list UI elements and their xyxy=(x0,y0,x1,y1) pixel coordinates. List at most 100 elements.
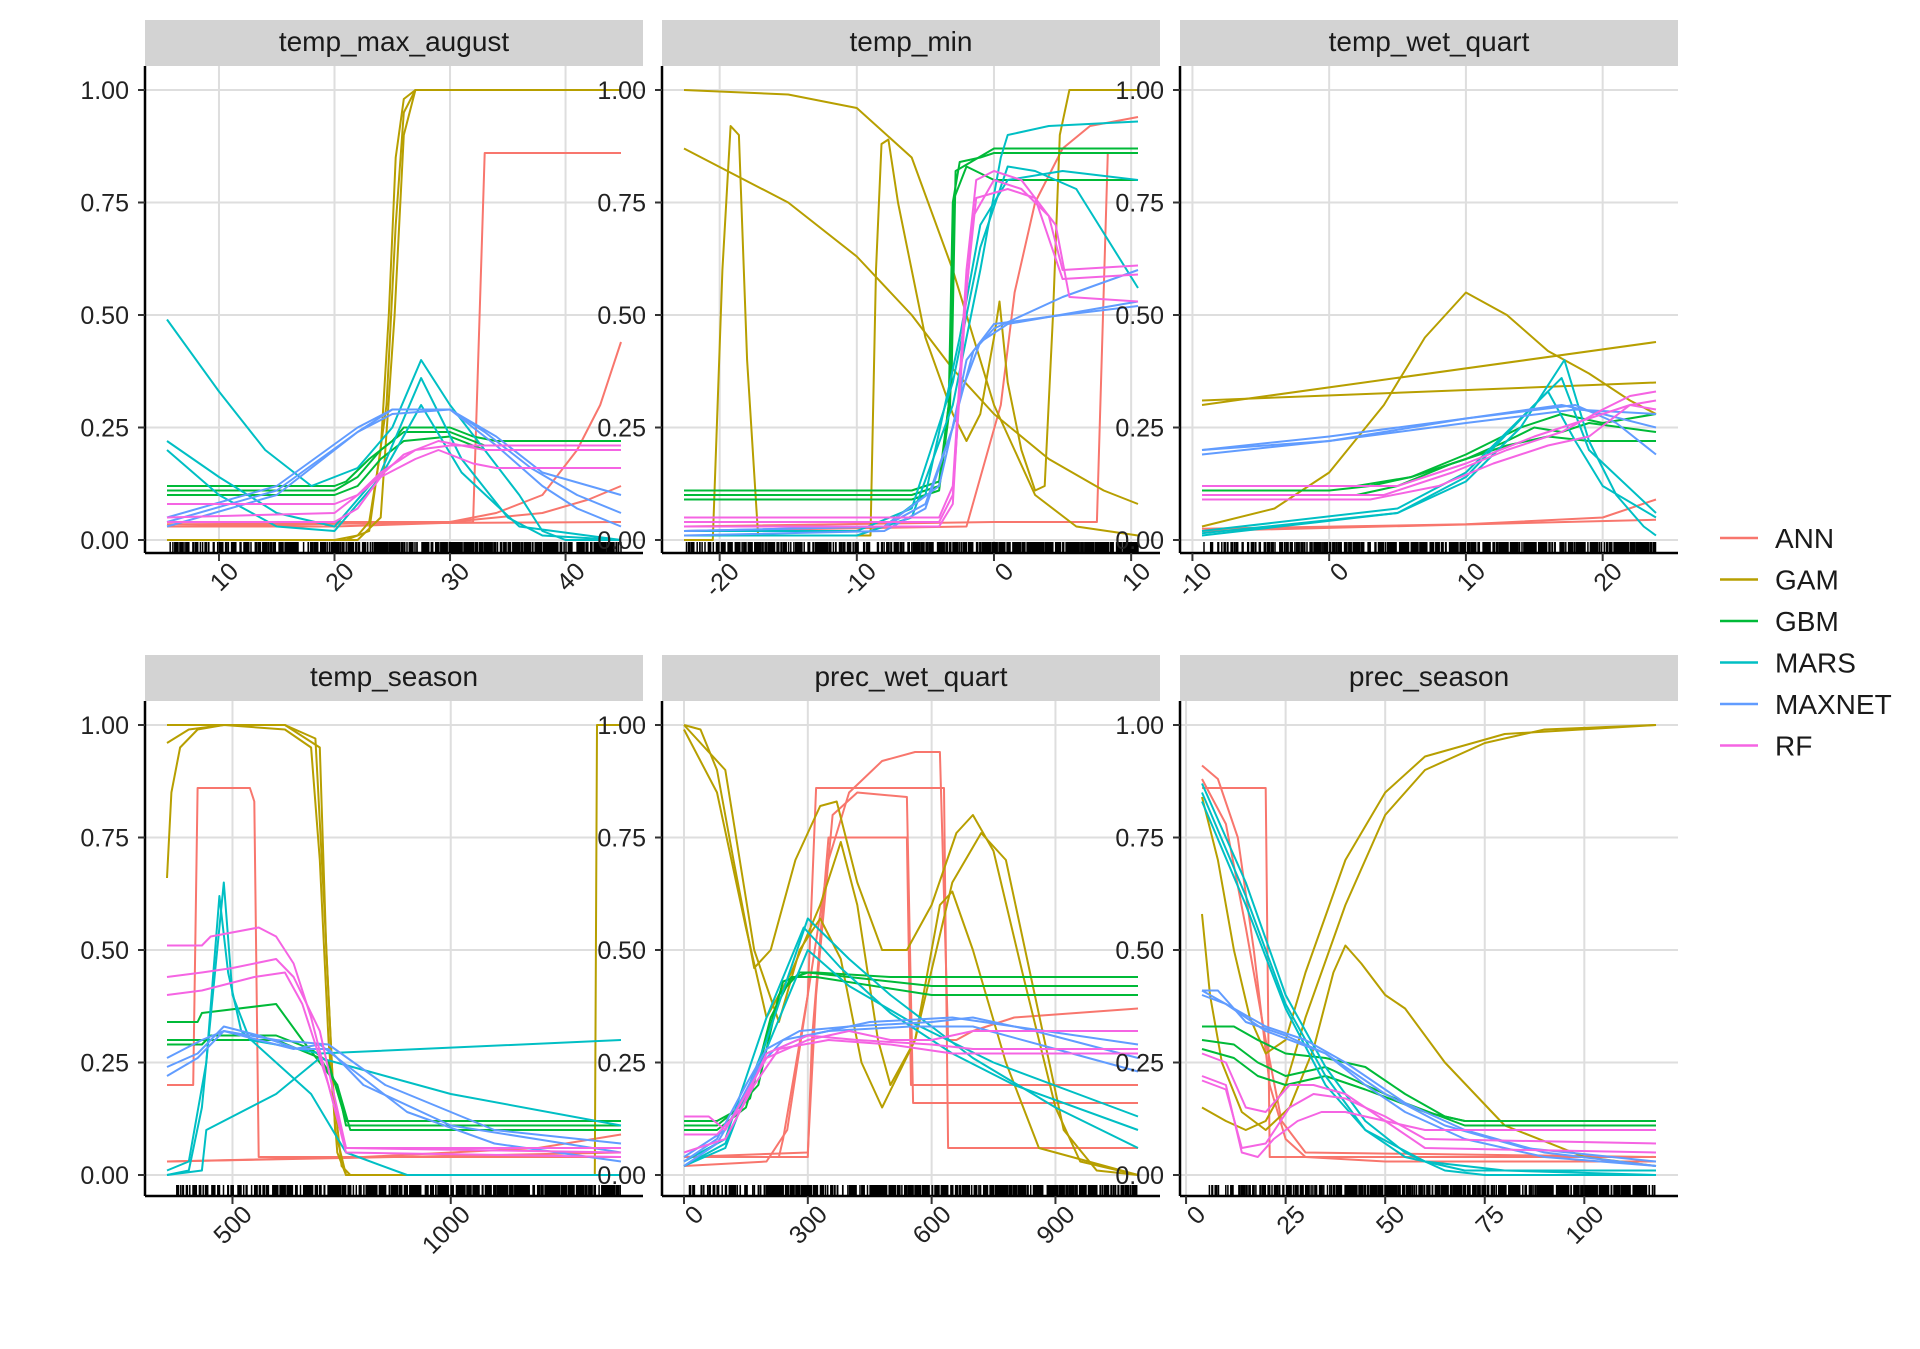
series-line-MARS xyxy=(684,120,1139,537)
series-line-MARS xyxy=(684,165,1139,532)
series-line-ANN xyxy=(166,521,622,526)
rug-marks xyxy=(176,1185,621,1196)
series-line-ANN xyxy=(684,836,1138,1158)
facet-title: temp_season xyxy=(310,661,478,692)
series-line-GAM xyxy=(1201,291,1657,528)
x-tick-label: 10 xyxy=(1117,557,1156,596)
series-line-ANN xyxy=(1202,787,1656,1158)
series-line-MARS xyxy=(1201,801,1657,1176)
series-line-GBM xyxy=(167,1039,621,1131)
y-tick-label: 0.75 xyxy=(597,825,646,853)
facet-panel-temp_season: temp_season 0.00 0.25 0.50 0.75 1.00 500 1000 xyxy=(80,655,643,1260)
series-line-ANN xyxy=(1201,764,1656,1163)
legend-label-ANN: ANN xyxy=(1775,523,1834,554)
rug-marks xyxy=(1203,542,1657,553)
y-tick-label: 0.50 xyxy=(1115,937,1164,965)
series-line-RF xyxy=(684,1034,1138,1136)
legend-label-RF: RF xyxy=(1775,731,1812,762)
series-line-GAM xyxy=(684,89,1138,541)
y-tick-label: 1.00 xyxy=(597,712,646,740)
x-tick-label: 0 xyxy=(1325,557,1355,587)
series-line-GBM xyxy=(167,1003,621,1127)
facet-title: temp_max_august xyxy=(279,26,510,57)
y-tick-label: 0.75 xyxy=(1115,190,1164,218)
series-lines xyxy=(166,89,622,541)
rug-marks xyxy=(685,542,1139,553)
x-tick-label: 0 xyxy=(1182,1200,1212,1230)
facet-strip xyxy=(662,20,1160,66)
y-tick-label: 0.00 xyxy=(80,1162,129,1190)
series-line-GBM xyxy=(684,971,1138,1122)
series-lines xyxy=(166,724,622,1176)
x-tick-label: 1000 xyxy=(417,1200,476,1259)
y-tick-label: 0.50 xyxy=(597,937,646,965)
x-tick-label: 10 xyxy=(1452,557,1491,596)
y-tick-label: 0.00 xyxy=(1115,1162,1164,1190)
facet-panel-temp_wet_quart: temp_wet_quart 0.00 0.25 0.50 0.75 1.00 -10 0 10… xyxy=(1115,20,1678,603)
x-tick-label: 100 xyxy=(1560,1200,1609,1249)
x-tick-label: 20 xyxy=(320,557,359,596)
series-line-GBM xyxy=(1202,435,1656,496)
y-tick-label: 0.25 xyxy=(1115,1050,1164,1078)
series-line-MARS xyxy=(1201,359,1657,537)
y-tick-label: 0.25 xyxy=(597,1050,646,1078)
series-line-MAXNET xyxy=(1201,989,1657,1163)
rug-marks xyxy=(1208,1185,1656,1196)
x-tick-label: -10 xyxy=(1172,557,1217,602)
series-line-RF xyxy=(1202,404,1657,487)
x-tick-label: 75 xyxy=(1470,1200,1509,1239)
y-tick-label: 1.00 xyxy=(80,77,129,105)
series-line-ANN xyxy=(683,116,1139,532)
x-tick-label: -10 xyxy=(837,557,882,602)
series-line-GBM xyxy=(167,426,621,487)
series-line-RF xyxy=(166,958,622,1154)
facet-panel-temp_min: temp_min 0.00 0.25 0.50 0.75 1.00 -20 -10 0 10 xyxy=(597,20,1160,603)
legend-label-GAM: GAM xyxy=(1775,565,1839,596)
series-line-MAXNET xyxy=(1201,404,1657,456)
series-line-MARS xyxy=(1201,377,1657,535)
x-tick-label: 20 xyxy=(1588,557,1627,596)
series-line-RF xyxy=(684,170,1139,519)
facet-title: temp_min xyxy=(850,26,973,57)
series-line-MAXNET xyxy=(1201,408,1657,451)
series-line-RF xyxy=(684,188,1139,528)
legend-label-MARS: MARS xyxy=(1775,648,1856,679)
rug-marks xyxy=(688,1185,1138,1196)
series-line-MAXNET xyxy=(683,305,1139,532)
series-line-GAM xyxy=(1201,724,1657,1055)
y-tick-label: 0.75 xyxy=(80,190,129,218)
x-tick-label: 40 xyxy=(551,557,590,596)
series-line-GBM xyxy=(167,435,621,496)
series-line-RF xyxy=(166,971,622,1158)
series-line-RF xyxy=(683,1039,1138,1154)
series-line-MAXNET xyxy=(166,408,622,523)
series-line-MAXNET xyxy=(683,300,1139,532)
legend-label-MAXNET: MAXNET xyxy=(1775,689,1892,720)
series-line-GAM xyxy=(1201,341,1657,406)
rug-marks xyxy=(169,542,622,553)
series-line-GAM xyxy=(166,724,621,1176)
y-tick-label: 1.00 xyxy=(80,712,129,740)
series-line-MAXNET xyxy=(166,1025,622,1154)
series-line-RF xyxy=(684,1030,1138,1131)
series-line-RF xyxy=(167,444,621,505)
y-tick-label: 1.00 xyxy=(1115,712,1164,740)
y-tick-label: 0.75 xyxy=(80,825,129,853)
series-line-RF xyxy=(1201,1052,1657,1154)
y-tick-label: 0.50 xyxy=(80,937,129,965)
y-tick-label: 0.50 xyxy=(80,302,129,330)
facet-strip xyxy=(145,655,643,701)
series-line-ANN xyxy=(167,787,621,1158)
x-tick-label: 10 xyxy=(205,557,244,596)
x-tick-label: 600 xyxy=(907,1200,956,1249)
series-line-GBM xyxy=(1202,422,1657,492)
series-line-MARS xyxy=(1201,792,1656,1172)
facet-panel-temp_max_august: temp_max_august 0.00 0.25 0.50 0.75 1.00 10 20 3… xyxy=(80,20,643,597)
series-line-GBM xyxy=(1202,413,1657,487)
y-tick-label: 0.00 xyxy=(80,527,129,555)
series-line-GAM xyxy=(683,724,1139,1176)
series-line-ANN xyxy=(167,485,622,523)
series-line-RF xyxy=(1201,1079,1657,1149)
x-tick-label: -20 xyxy=(699,557,744,602)
